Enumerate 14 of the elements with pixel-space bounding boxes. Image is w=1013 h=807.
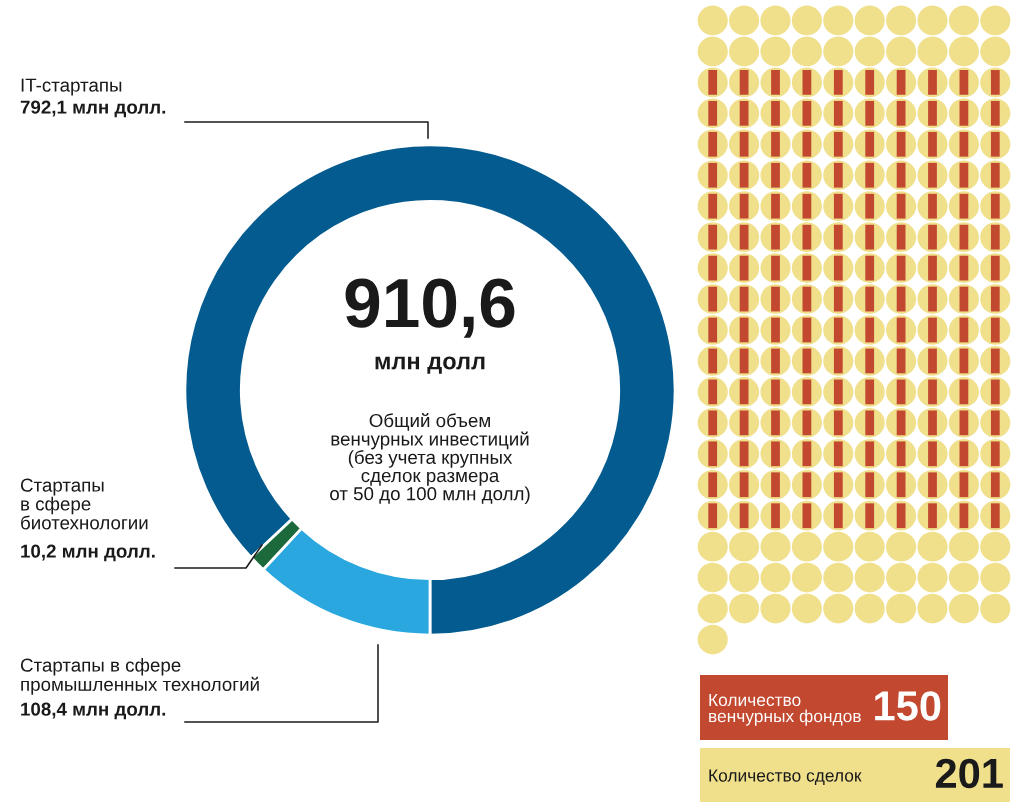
series-label: Количество сделок [709, 769, 862, 785]
text: млн долл [375, 356, 485, 374]
slice-label: Стартапы в сфере промышленных технологий [20, 658, 259, 695]
text: Общий объем венчурных инвестиций (без учета крупных сделок размера от 50 до 100 млн долл) [330, 413, 530, 505]
series-label: Количество венчурных фондов [709, 693, 861, 726]
slice-label: IT-стартапы [21, 78, 122, 96]
data-label: 108,4 млн долл. [21, 702, 166, 720]
data-label: 150 [875, 691, 941, 721]
data-label: 201 [935, 758, 1003, 789]
data-label: 10,2 млн долл. [21, 544, 155, 562]
text: 910,6 [345, 278, 515, 338]
slice-label: Стартапы в сфере биотехнологии [20, 478, 148, 530]
data-label: 792,1 млн долл. [20, 100, 166, 118]
donut-slice [183, 143, 677, 637]
